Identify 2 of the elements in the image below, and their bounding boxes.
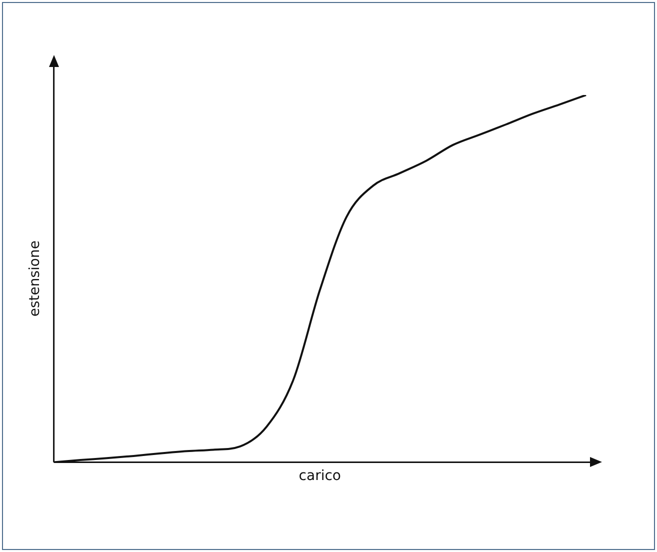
x-axis-title: carico [298, 468, 341, 484]
y-axis-title: estensione [27, 240, 44, 317]
